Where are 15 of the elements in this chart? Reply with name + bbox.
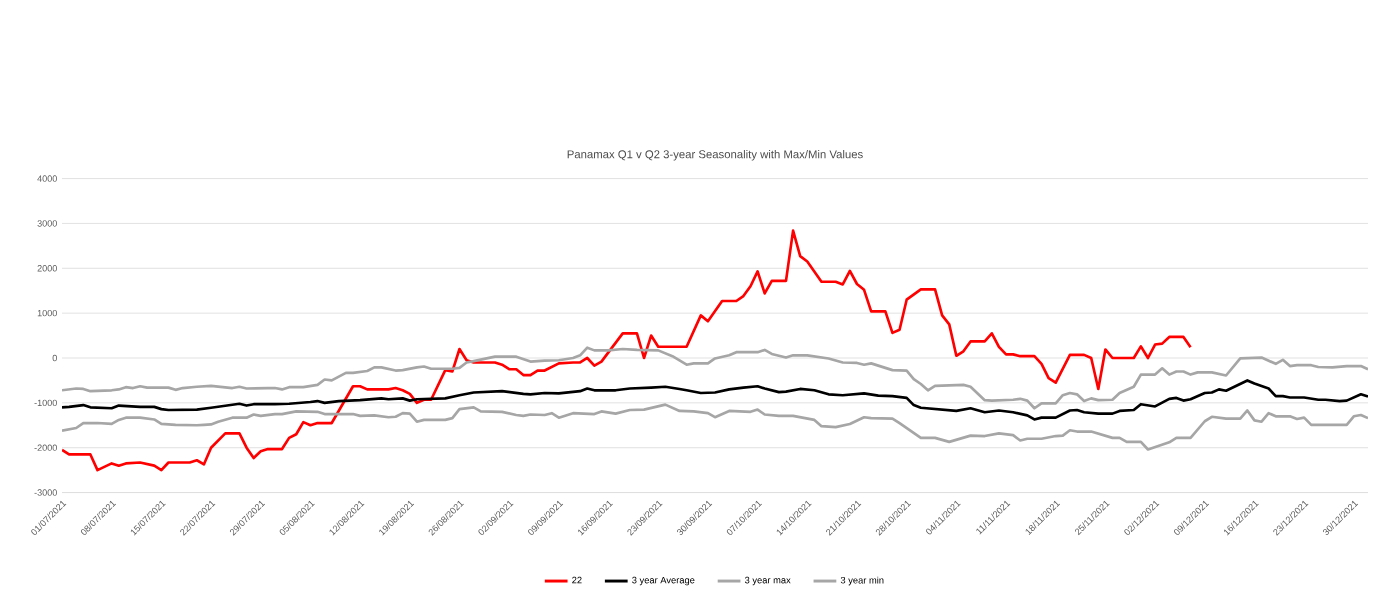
- legend-label: 3 year min: [840, 576, 884, 586]
- y-tick-label: -3000: [34, 489, 57, 496]
- y-tick-label: 3000: [37, 220, 57, 227]
- y-tick-label: -2000: [34, 444, 57, 452]
- chart-title: Panamax Q1 v Q2 3-year Seasonality with Max/Min Values: [567, 150, 863, 161]
- legend-label: 3 year Average: [632, 576, 695, 586]
- line-series: [62, 379, 1369, 421]
- line-series: [62, 403, 1369, 451]
- y-tick-label: 2000: [37, 265, 57, 272]
- legend-label: 22: [572, 576, 582, 584]
- y-tick-label: 0: [52, 354, 57, 362]
- legend-label: 3 year max: [744, 576, 791, 586]
- y-tick-label: 1000: [37, 310, 57, 317]
- y-tick-label: -1000: [34, 399, 57, 407]
- y-tick-label: 4000: [37, 175, 57, 182]
